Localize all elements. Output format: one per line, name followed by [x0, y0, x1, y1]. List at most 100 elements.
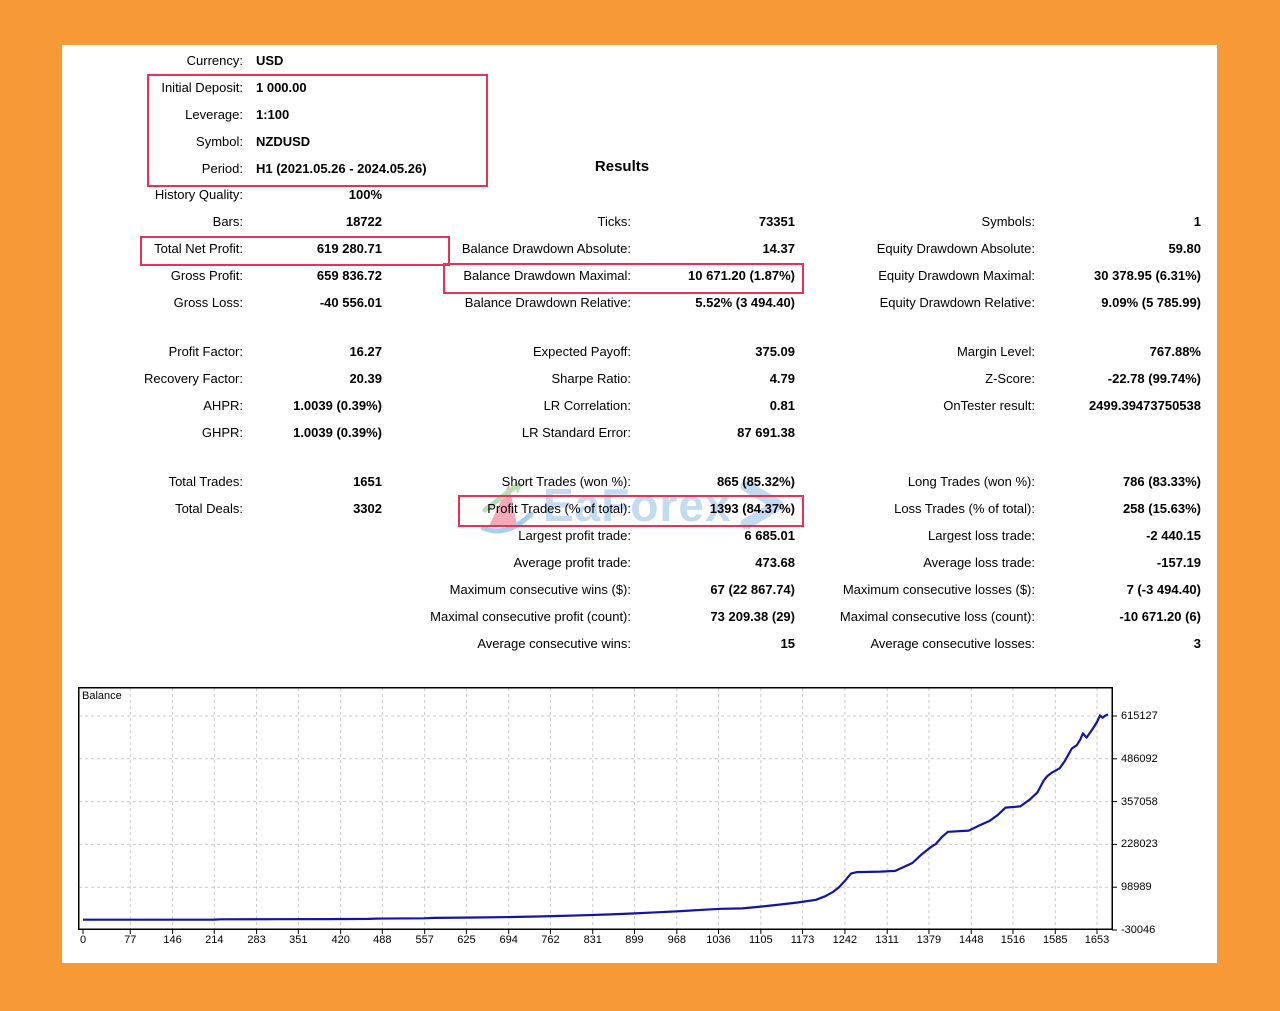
header-label: Symbol: [196, 134, 243, 149]
x-axis-label: 1242 [832, 934, 858, 946]
stat-value: -40 556.01 [319, 295, 382, 310]
stat-label: OnTester result: [943, 398, 1035, 413]
stat-value: 20.39 [349, 371, 382, 386]
stat-label: Maximal consecutive profit (count): [430, 609, 631, 624]
stat-value: 30 378.95 (6.31%) [1094, 268, 1201, 283]
stat-value: 659 836.72 [316, 268, 382, 283]
x-axis-label: 1105 [749, 934, 773, 946]
stat-value: 5.52% (3 494.40) [695, 295, 795, 310]
balance-chart-canvas [78, 687, 1117, 934]
stat-label: Average profit trade: [513, 555, 631, 570]
stat-label: Ticks: [597, 214, 631, 229]
x-axis-label: 1379 [916, 934, 942, 946]
stat-value: 6 685.01 [744, 528, 795, 543]
stat-value: 2499.39473750538 [1088, 398, 1201, 413]
stat-label: Total Net Profit: [154, 241, 243, 256]
stat-label: Equity Drawdown Maximal: [878, 268, 1035, 283]
y-axis-label: 98989 [1121, 881, 1152, 894]
stat-label: Loss Trades (% of total): [894, 501, 1035, 516]
header-value: 1 000.00 [256, 80, 307, 95]
stat-label: Maximum consecutive losses ($): [842, 582, 1035, 597]
header-value: NZDUSD [256, 134, 311, 149]
stat-value: 16.27 [349, 344, 382, 359]
stat-label: Largest loss trade: [928, 528, 1035, 543]
stat-label: Z-Score: [985, 371, 1035, 386]
stat-label: Total Deals: [175, 501, 243, 516]
y-axis-label: 357058 [1121, 795, 1158, 808]
x-axis-label: 1448 [958, 934, 984, 946]
stat-label: Margin Level: [956, 344, 1035, 359]
balance-chart: Balance [78, 687, 1117, 934]
header-label: Period: [201, 161, 243, 176]
stat-value: 375.09 [755, 344, 795, 359]
stat-label: Sharpe Ratio: [551, 371, 632, 386]
stat-value: 59.80 [1168, 241, 1201, 256]
stat-label: Average loss trade: [923, 555, 1035, 570]
stat-label: Gross Profit: [170, 268, 243, 283]
stat-value: 4.79 [769, 371, 795, 386]
balance-curve [83, 713, 1109, 921]
stat-label: Recovery Factor: [144, 371, 243, 386]
stat-value: 9.09% (5 785.99) [1101, 295, 1201, 310]
stat-label: Bars: [212, 214, 243, 229]
x-axis-label: 1311 [875, 934, 900, 946]
x-axis-label: 283 [247, 934, 266, 946]
x-axis-label: 694 [499, 934, 518, 946]
stat-value: 73 209.38 (29) [710, 609, 795, 624]
stat-label: Balance Drawdown Absolute: [461, 241, 631, 256]
stat-value: 0.81 [769, 398, 795, 413]
stat-value: 619 280.71 [316, 241, 382, 256]
x-axis-label: 899 [625, 934, 644, 946]
x-axis-label: 488 [373, 934, 392, 946]
stat-label: Balance Drawdown Maximal: [463, 268, 631, 283]
stat-value: -22.78 (99.74%) [1107, 371, 1201, 386]
x-axis-label: 351 [289, 934, 308, 946]
stat-value: -10 671.20 (6) [1119, 609, 1201, 624]
x-axis-label: 1585 [1043, 934, 1068, 946]
y-axis-label: 228023 [1121, 838, 1158, 851]
stat-label: Maximum consecutive wins ($): [449, 582, 631, 597]
stat-value: 3 [1193, 636, 1201, 651]
x-axis-label: 0 [79, 934, 87, 946]
x-axis-label: 1173 [790, 934, 815, 946]
stat-label: Equity Drawdown Absolute: [876, 241, 1035, 256]
x-axis-label: 557 [415, 934, 434, 946]
stat-label: Average consecutive losses: [870, 636, 1035, 651]
stat-label: GHPR: [201, 425, 243, 440]
stat-value: 14.37 [762, 241, 795, 256]
x-axis-label: 625 [457, 934, 476, 946]
chart-title: Balance [82, 690, 122, 702]
stat-label: Largest profit trade: [518, 528, 631, 543]
stat-value: 7 (-3 494.40) [1126, 582, 1201, 597]
y-axis-label: 615127 [1121, 710, 1158, 722]
stat-value: 786 (83.33%) [1122, 474, 1201, 489]
header-label: Currency: [186, 53, 243, 68]
results-title: Results [594, 158, 650, 175]
stat-label: Symbols: [981, 214, 1035, 229]
stat-value: 1.0039 (0.39%) [293, 398, 382, 413]
stat-label: Balance Drawdown Relative: [464, 295, 631, 310]
x-axis-label: 1653 [1084, 934, 1110, 946]
stat-label: Long Trades (won %): [907, 474, 1035, 489]
stat-value: -157.19 [1156, 555, 1201, 570]
x-axis-label: 1516 [1000, 934, 1026, 946]
stat-label: Short Trades (won %): [501, 474, 631, 489]
stat-value: 1.0039 (0.39%) [293, 425, 382, 440]
x-axis-label: 77 [124, 934, 137, 946]
stat-label: Average consecutive wins: [477, 636, 631, 651]
stat-label: Total Trades: [168, 474, 243, 489]
x-axis-label: 214 [205, 934, 224, 946]
header-value: USD [256, 53, 284, 68]
header-label: Initial Deposit: [161, 80, 243, 95]
y-axis-label: 486092 [1121, 752, 1158, 765]
x-axis-label: 968 [667, 934, 686, 946]
x-axis-label: 1036 [706, 934, 731, 946]
header-value: H1 (2021.05.26 - 2024.05.26) [256, 161, 427, 176]
stat-value: 15 [780, 636, 795, 651]
report-panel: Currency: USD Initial Deposit: 1 000.00 Leve… [62, 45, 1217, 963]
stat-label: History Quality: [154, 187, 243, 202]
x-axis-label: 420 [331, 934, 350, 946]
y-axis-label: -30046 [1121, 924, 1156, 936]
stat-value: 473.68 [755, 555, 795, 570]
